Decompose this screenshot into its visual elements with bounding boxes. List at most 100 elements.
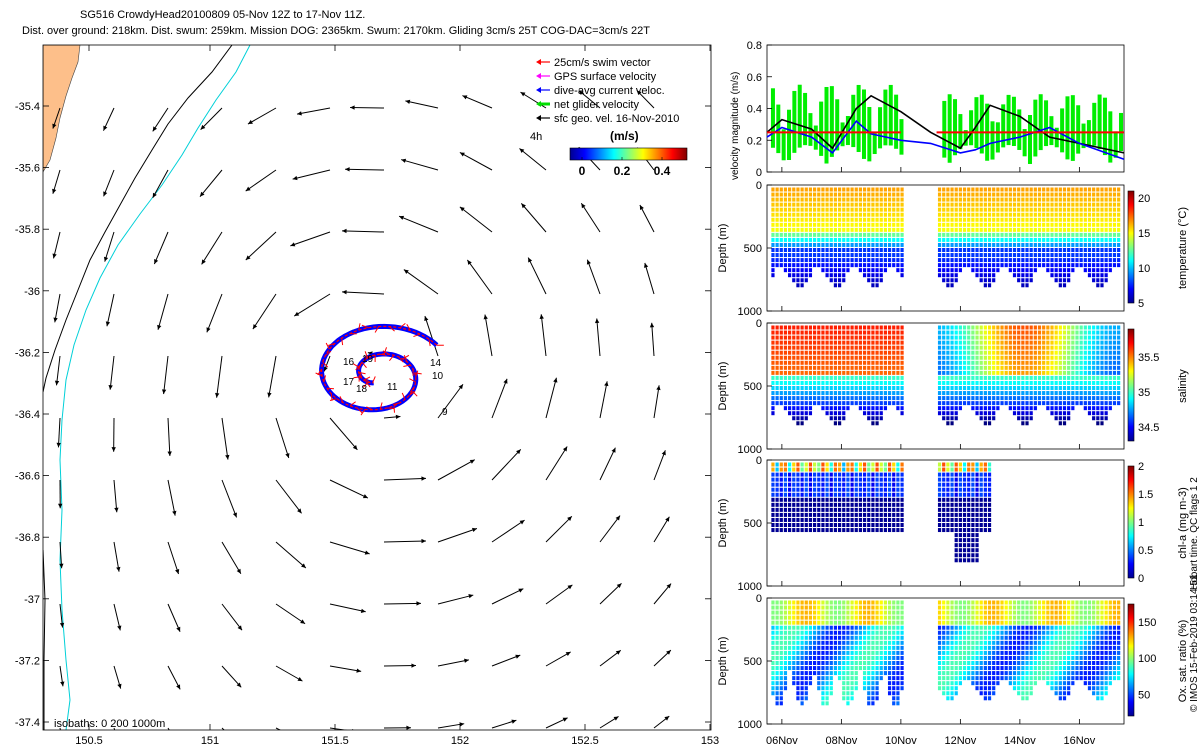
section-sample — [987, 487, 992, 492]
section-sample — [946, 278, 950, 283]
section-sample — [967, 558, 971, 563]
section-sample — [983, 686, 987, 691]
section-sample — [896, 380, 900, 385]
current-arrow — [350, 105, 385, 110]
section-sample — [833, 401, 838, 406]
section-sample — [975, 676, 979, 681]
section-sample — [796, 462, 800, 467]
section-sample — [800, 691, 804, 696]
section-sample — [950, 217, 954, 222]
section-sample — [942, 517, 946, 522]
section-sample — [1062, 237, 1067, 242]
section-sample — [1037, 212, 1042, 217]
section-sample — [779, 482, 783, 487]
section-sample — [996, 227, 1000, 232]
section-sample — [1021, 610, 1025, 615]
section-sample — [975, 502, 979, 507]
section-sample — [946, 335, 950, 340]
current-arrow — [329, 417, 358, 451]
section-sample — [1037, 625, 1042, 630]
section-sample — [1042, 605, 1046, 610]
section-sample — [808, 635, 813, 640]
section-sample — [937, 365, 942, 370]
section-sample — [900, 330, 904, 335]
section-sample — [808, 253, 813, 258]
section-sample — [983, 268, 987, 273]
track-day-label: 18 — [356, 384, 368, 395]
section-sample — [887, 605, 892, 610]
section-sample — [1025, 640, 1029, 645]
section-sample — [887, 370, 892, 375]
section-sample — [833, 355, 838, 360]
section-sample — [954, 212, 958, 217]
section-sample — [1050, 335, 1054, 340]
section-sample — [1087, 396, 1092, 401]
section-sample — [958, 355, 962, 360]
section-sample — [1012, 401, 1017, 406]
section-sample — [1062, 268, 1067, 273]
colorbar-tick-label: 15 — [1138, 228, 1150, 240]
section-sample — [825, 217, 829, 222]
section-sample — [1104, 345, 1108, 350]
section-sample — [942, 350, 946, 355]
section-sample — [804, 640, 808, 645]
section-sample — [1104, 253, 1108, 258]
section-sample — [979, 330, 983, 335]
section-sample — [883, 207, 888, 212]
section-sample — [800, 258, 804, 263]
section-sample — [875, 268, 879, 273]
section-sample — [887, 355, 892, 360]
section-sample — [996, 330, 1000, 335]
section-sample — [1046, 365, 1050, 370]
section-sample — [883, 482, 888, 487]
section-sample — [800, 335, 804, 340]
section-sample — [783, 365, 788, 370]
section-sample — [850, 472, 854, 477]
section-sample — [1083, 635, 1087, 640]
section-sample — [808, 467, 813, 472]
section-sample — [1062, 197, 1067, 202]
section-sample — [1017, 268, 1021, 273]
section-sample — [879, 345, 883, 350]
section-sample — [1029, 676, 1033, 681]
section-sample — [829, 355, 833, 360]
section-sample — [987, 242, 992, 247]
section-sample — [1108, 396, 1112, 401]
section-sample — [775, 701, 779, 706]
current-arrow — [491, 588, 524, 605]
section-sample — [900, 671, 904, 676]
section-sample — [892, 350, 896, 355]
section-sample — [1062, 253, 1067, 258]
section-sample — [937, 396, 942, 401]
section-sample — [854, 666, 858, 671]
section-sample — [1050, 207, 1054, 212]
section-sample — [783, 523, 788, 527]
section-sample — [1087, 273, 1092, 278]
section-sample — [1029, 258, 1033, 263]
section-sample — [1029, 640, 1033, 645]
section-sample — [996, 630, 1000, 635]
section-sample — [837, 375, 842, 380]
section-sample — [821, 406, 825, 411]
current-arrow — [152, 107, 169, 132]
section-sample — [1033, 340, 1037, 345]
section-sample — [1100, 360, 1104, 365]
section-sample — [1075, 650, 1079, 655]
section-sample — [958, 360, 962, 365]
section-sample — [892, 681, 896, 686]
section-sample — [1062, 686, 1067, 691]
section-sample — [854, 202, 858, 207]
section-sample — [937, 355, 942, 360]
velocity-tick-label: 0.2 — [747, 135, 762, 147]
section-sample — [979, 467, 983, 472]
section-sample — [1042, 380, 1046, 385]
section-sample — [950, 273, 954, 278]
section-sample — [892, 625, 896, 630]
section-sample — [771, 330, 775, 335]
section-sample — [796, 507, 800, 512]
section-sample — [833, 242, 838, 247]
section-sample — [1042, 655, 1046, 660]
section-sample — [1071, 187, 1075, 192]
section-sample — [829, 625, 833, 630]
